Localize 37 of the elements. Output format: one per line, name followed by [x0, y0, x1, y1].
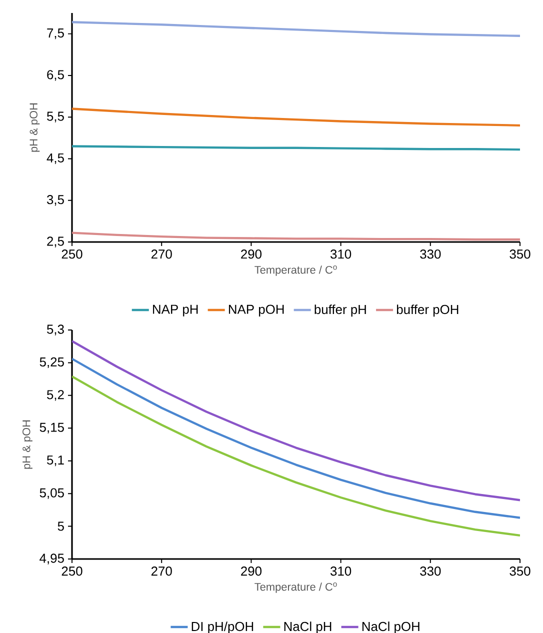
y-tick-label: 5,1 [46, 456, 64, 466]
x-tick-label: 290 [241, 566, 262, 576]
y-tick-label: 5,05 [40, 488, 64, 499]
x-tick-label: 250 [62, 566, 82, 576]
y-axis-title: pH & pOH [30, 103, 40, 152]
line-series [72, 358, 520, 519]
x-tick-label: 330 [420, 250, 441, 259]
y-tick-label: 7,5 [47, 28, 64, 40]
y-tick-label: 6,5 [47, 70, 64, 81]
y-tick-label: 5,3 [46, 324, 64, 336]
y-tick-label: 2,5 [47, 236, 64, 248]
x-tick-label: 310 [330, 250, 352, 259]
x-tick-label: 350 [510, 250, 530, 259]
x-axis-title: Temperature / C$^{o}$ [254, 582, 337, 593]
y-tick-label: 3,5 [46, 195, 64, 206]
y-tick-label: 4,5 [46, 153, 64, 164]
x-tick-label: 330 [420, 566, 441, 576]
x-tick-label: 310 [330, 566, 352, 576]
legend-label: NAP pH [153, 304, 198, 316]
x-tick-label: 250 [62, 250, 82, 259]
legend-label: buffer pOH [396, 304, 458, 317]
y-tick-label: 4,95 [40, 554, 64, 564]
y-tick-label: 5 [58, 522, 64, 531]
y-tick-label: 5,15 [40, 422, 64, 434]
legend-label: buffer pH [314, 304, 366, 317]
legend-label: NAP pOH [228, 304, 284, 316]
line-series [72, 340, 520, 502]
y-tick-label: 5,25 [40, 357, 64, 368]
y-tick-label: 5,5 [46, 112, 64, 122]
x-tick-label: 270 [151, 566, 172, 576]
x-tick-label: 270 [151, 250, 172, 259]
x-axis-title: Temperature / C$^{o}$ [254, 266, 337, 276]
x-tick-label: 290 [241, 250, 262, 259]
y-axis-title: pH & pOH [22, 420, 32, 469]
x-tick-label: 350 [510, 566, 530, 576]
line-series [72, 375, 520, 537]
y-tick-label: 5,2 [46, 390, 64, 401]
